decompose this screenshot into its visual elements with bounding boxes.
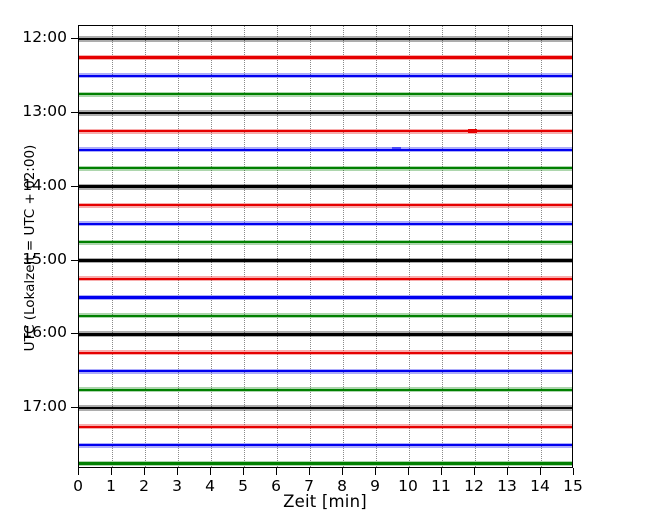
x-tick-label-10: 10: [398, 477, 418, 495]
trace-13-45: [79, 167, 572, 170]
x-tick-12: [474, 468, 475, 475]
x-tick-label-6: 6: [271, 477, 281, 495]
x-tick-label-8: 8: [337, 477, 347, 495]
gridline-x-4: [211, 26, 212, 467]
trace-13-15: [79, 130, 572, 133]
x-tick-label-15: 15: [563, 477, 583, 495]
gridline-x-6: [277, 26, 278, 467]
trace-16-30: [79, 370, 572, 373]
gridline-x-11: [442, 26, 443, 467]
x-tick-label-12: 12: [464, 477, 484, 495]
x-tick-6: [276, 468, 277, 475]
x-tick-label-9: 9: [370, 477, 380, 495]
x-tick-15: [573, 468, 574, 475]
x-tick-label-5: 5: [238, 477, 248, 495]
x-tick-8: [342, 468, 343, 475]
trace-12-15: [79, 56, 572, 59]
y-tick-14-00: [71, 185, 78, 187]
gridline-x-14: [541, 26, 542, 467]
trace-12-30: [79, 74, 572, 77]
x-tick-label-4: 4: [205, 477, 215, 495]
trace-14-45: [79, 240, 572, 244]
trace-14-15: [79, 204, 572, 207]
trace-17-45: [79, 462, 572, 465]
x-tick-label-3: 3: [172, 477, 182, 495]
y-axis-title: UTC (Lokalzeit = UTC + 02:00): [22, 144, 38, 352]
x-tick-3: [177, 468, 178, 475]
trace-16-45: [79, 388, 572, 391]
trace-15-45: [79, 314, 572, 317]
trace-14-00: [79, 185, 572, 188]
trace-13-00: [79, 111, 572, 115]
trace-17-00: [79, 406, 572, 410]
trace-16-00: [79, 333, 572, 336]
x-tick-label-1: 1: [106, 477, 116, 495]
gridline-x-1: [112, 26, 113, 467]
gridline-x-10: [409, 26, 410, 467]
trace-16-15: [79, 351, 572, 354]
y-tick-16-00: [71, 333, 78, 335]
x-tick-0: [78, 468, 79, 475]
y-tick-15-00: [71, 259, 78, 261]
y-axis-title-wrap: UTC (Lokalzeit = UTC + 02:00): [0, 0, 38, 520]
x-tick-label-2: 2: [139, 477, 149, 495]
trace-15-15: [79, 277, 572, 281]
x-tick-7: [309, 468, 310, 475]
y-tick-12-00: [71, 38, 78, 39]
trace-17-15: [79, 425, 572, 428]
x-tick-label-14: 14: [530, 477, 550, 495]
gridline-x-12: [475, 26, 476, 467]
gridline-x-7: [310, 26, 311, 467]
gridline-x-3: [178, 26, 179, 467]
gridline-x-8: [343, 26, 344, 467]
y-tick-label-15-00: 15:00: [22, 249, 67, 268]
x-tick-label-7: 7: [304, 477, 314, 495]
x-tick-4: [210, 468, 211, 475]
y-tick-label-16-00: 16:00: [22, 323, 67, 342]
x-tick-1: [111, 468, 112, 475]
x-tick-2: [144, 468, 145, 475]
trace-12-45: [79, 93, 572, 96]
plot-area: [78, 25, 573, 468]
x-tick-5: [243, 468, 244, 475]
trace-15-30: [79, 296, 572, 299]
y-tick-13-00: [71, 111, 78, 113]
x-tick-9: [375, 468, 376, 475]
y-tick-label-17-00: 17:00: [22, 397, 67, 416]
gridline-x-9: [376, 26, 377, 467]
y-tick-label-14-00: 14:00: [22, 175, 67, 194]
red-spike-marker: [467, 128, 477, 133]
x-axis-title: Zeit [min]: [283, 492, 367, 511]
x-tick-label-11: 11: [431, 477, 451, 495]
y-tick-label-13-00: 13:00: [22, 101, 67, 120]
trace-15-00: [79, 259, 572, 262]
x-tick-10: [408, 468, 409, 475]
x-tick-label-13: 13: [497, 477, 517, 495]
trace-14-30: [79, 222, 572, 225]
trace-12-00: [79, 37, 572, 41]
x-tick-14: [540, 468, 541, 475]
x-tick-13: [507, 468, 508, 475]
x-tick-label-0: 0: [73, 477, 83, 495]
gridline-x-13: [508, 26, 509, 467]
gridline-x-2: [145, 26, 146, 467]
x-tick-11: [441, 468, 442, 475]
y-tick-label-12-00: 12:00: [22, 28, 67, 46]
trace-13-30: [79, 148, 572, 151]
gridline-x-5: [244, 26, 245, 467]
y-tick-17-00: [71, 407, 78, 409]
blue-dip-marker: [391, 147, 401, 152]
trace-17-30: [79, 444, 572, 447]
